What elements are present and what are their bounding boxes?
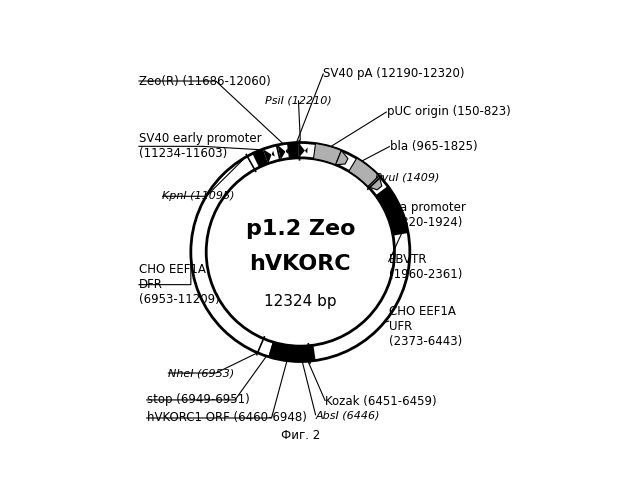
- Polygon shape: [276, 145, 281, 160]
- Text: stop (6949-6951): stop (6949-6951): [146, 393, 249, 406]
- Polygon shape: [314, 144, 341, 165]
- Text: CHO EEF1A
DFR
(6953-11209): CHO EEF1A DFR (6953-11209): [139, 263, 220, 306]
- Polygon shape: [387, 209, 408, 236]
- Text: CHO EEF1A
UFR
(2373-6443): CHO EEF1A UFR (2373-6443): [389, 305, 462, 348]
- Polygon shape: [278, 145, 288, 160]
- Polygon shape: [268, 342, 280, 357]
- Text: bla promoter
(1820-1924): bla promoter (1820-1924): [389, 202, 466, 230]
- Text: bla (965-1825): bla (965-1825): [390, 140, 478, 153]
- Polygon shape: [349, 158, 379, 187]
- Text: PsiI (12210): PsiI (12210): [265, 95, 332, 105]
- Polygon shape: [368, 176, 382, 190]
- Polygon shape: [298, 143, 308, 158]
- Text: hVKORC: hVKORC: [249, 253, 351, 273]
- Text: NheI (6953): NheI (6953): [168, 368, 234, 378]
- Text: 12324 bp: 12324 bp: [264, 294, 337, 309]
- Text: SV40 early promoter
(11234-11603): SV40 early promoter (11234-11603): [139, 132, 262, 160]
- Text: Фиг. 2: Фиг. 2: [281, 429, 320, 442]
- Polygon shape: [263, 149, 274, 164]
- Text: PvuI (1409): PvuI (1409): [375, 172, 440, 182]
- Text: p1.2 Zeo: p1.2 Zeo: [245, 219, 355, 239]
- Text: SV40 pA (12190-12320): SV40 pA (12190-12320): [324, 67, 465, 80]
- Text: KpnI (11095): KpnI (11095): [162, 191, 235, 201]
- Polygon shape: [375, 186, 402, 217]
- Text: hVKORC1 ORF (6460-6948): hVKORC1 ORF (6460-6948): [146, 412, 307, 425]
- Text: Kozak (6451-6459): Kozak (6451-6459): [326, 395, 437, 408]
- Text: Zeo(R) (11686-12060): Zeo(R) (11686-12060): [139, 74, 271, 87]
- Polygon shape: [287, 143, 298, 159]
- Polygon shape: [268, 342, 316, 361]
- Text: EBVTR
(1960-2361): EBVTR (1960-2361): [389, 253, 462, 281]
- Text: AbsI (6446): AbsI (6446): [316, 410, 380, 420]
- Polygon shape: [336, 151, 348, 165]
- Polygon shape: [387, 205, 402, 217]
- Text: pUC origin (150-823): pUC origin (150-823): [387, 105, 510, 118]
- Polygon shape: [252, 149, 268, 167]
